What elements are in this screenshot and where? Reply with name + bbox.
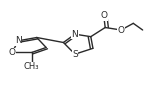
- Text: O: O: [9, 48, 16, 57]
- Text: S: S: [72, 50, 78, 59]
- Text: N: N: [72, 30, 78, 39]
- Text: O: O: [100, 11, 107, 20]
- Text: N: N: [15, 36, 21, 45]
- Text: CH₃: CH₃: [24, 62, 40, 71]
- Text: O: O: [118, 26, 125, 35]
